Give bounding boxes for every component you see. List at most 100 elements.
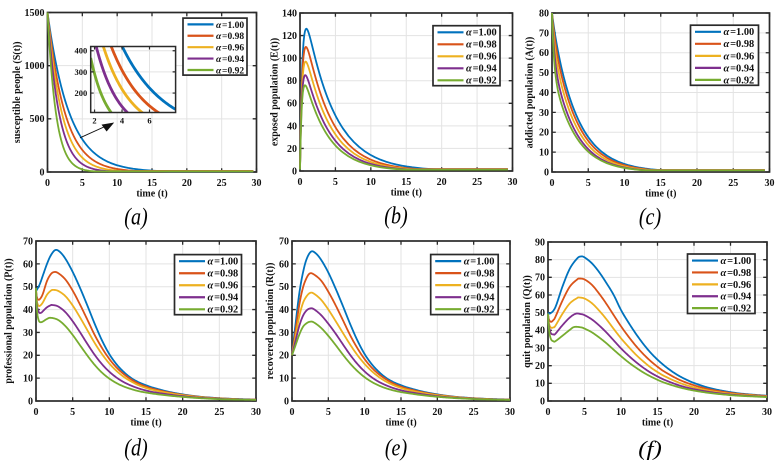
svg-text:60: 60 [287, 99, 297, 110]
svg-text:time (t): time (t) [385, 418, 416, 429]
svg-text:professional population (P(t)): professional population (P(t)) [4, 258, 15, 383]
svg-text:α =0.98: α =0.98 [466, 40, 497, 51]
svg-text:40: 40 [539, 88, 549, 99]
svg-text:30: 30 [762, 407, 772, 418]
svg-text:4: 4 [120, 116, 125, 126]
svg-text:20: 20 [692, 178, 702, 189]
svg-text:α =0.98: α =0.98 [208, 269, 239, 280]
svg-text:time (t): time (t) [391, 188, 422, 199]
svg-text:10: 10 [539, 148, 549, 159]
svg-text:40: 40 [279, 305, 289, 316]
svg-text:80: 80 [539, 8, 549, 19]
svg-text:10: 10 [104, 407, 114, 418]
svg-text:10: 10 [279, 374, 289, 385]
svg-text:50: 50 [535, 308, 545, 319]
svg-text:0: 0 [292, 166, 297, 177]
svg-text:0: 0 [540, 396, 545, 407]
svg-text:susceptible people (S(t)): susceptible people (S(t)) [12, 41, 23, 143]
svg-text:α =0.94: α =0.94 [216, 55, 244, 65]
svg-text:5: 5 [333, 177, 338, 188]
svg-text:5: 5 [582, 407, 587, 418]
svg-text:α =1.00: α =1.00 [724, 27, 755, 38]
svg-text:25: 25 [472, 177, 482, 188]
svg-text:time (t): time (t) [130, 418, 161, 429]
svg-text:quit population (Q(t)): quit population (Q(t)) [522, 275, 533, 368]
svg-text:6: 6 [147, 116, 151, 126]
svg-text:α =0.96: α =0.96 [216, 44, 244, 54]
svg-text:α =0.98: α =0.98 [724, 39, 755, 50]
svg-text:10: 10 [620, 178, 630, 189]
svg-text:400: 400 [74, 46, 87, 56]
svg-text:20: 20 [689, 407, 699, 418]
svg-text:60: 60 [535, 290, 545, 301]
svg-text:15: 15 [141, 407, 151, 418]
svg-text:15: 15 [401, 177, 411, 188]
svg-text:(e): (e) [385, 434, 407, 461]
svg-text:80: 80 [535, 255, 545, 266]
svg-text:α =0.96: α =0.96 [721, 280, 752, 291]
svg-text:α =1.00: α =1.00 [464, 257, 495, 268]
svg-text:α =0.98: α =0.98 [721, 268, 752, 279]
svg-text:30: 30 [251, 407, 261, 418]
svg-text:50: 50 [279, 282, 289, 293]
svg-text:exposed population (E(t)): exposed population (E(t)) [270, 38, 281, 146]
svg-text:20: 20 [535, 361, 545, 372]
svg-text:30: 30 [535, 343, 545, 354]
svg-text:90: 90 [535, 237, 545, 248]
svg-text:time (t): time (t) [645, 189, 676, 200]
svg-text:α =1.00: α =1.00 [208, 257, 239, 268]
svg-text:α =0.94: α =0.94 [721, 292, 752, 303]
svg-text:1000: 1000 [25, 61, 45, 72]
svg-text:0: 0 [546, 407, 551, 418]
svg-text:time (t): time (t) [136, 189, 167, 200]
svg-text:0: 0 [284, 396, 289, 407]
svg-text:200: 200 [74, 88, 87, 98]
svg-text:(b): (b) [384, 202, 407, 229]
svg-text:10: 10 [535, 379, 545, 390]
svg-text:α =0.96: α =0.96 [464, 281, 495, 292]
svg-text:(f): (f) [638, 437, 662, 461]
svg-text:0: 0 [28, 396, 33, 407]
svg-text:10: 10 [366, 177, 376, 188]
svg-text:5: 5 [586, 178, 591, 189]
svg-text:α =0.94: α =0.94 [208, 293, 239, 304]
svg-text:α =0.94: α =0.94 [464, 293, 495, 304]
svg-text:30: 30 [508, 177, 518, 188]
svg-text:30: 30 [23, 328, 33, 339]
svg-text:15: 15 [147, 178, 157, 189]
svg-text:time (t): time (t) [642, 418, 673, 429]
svg-text:30: 30 [279, 328, 289, 339]
svg-text:25: 25 [217, 178, 227, 189]
svg-text:20: 20 [432, 407, 442, 418]
svg-text:20: 20 [23, 351, 33, 362]
svg-text:25: 25 [728, 178, 738, 189]
svg-text:120: 120 [282, 31, 297, 42]
svg-text:70: 70 [535, 273, 545, 284]
svg-text:(c): (c) [639, 203, 661, 230]
svg-text:α =0.96: α =0.96 [724, 51, 755, 62]
svg-text:α =0.94: α =0.94 [724, 63, 755, 74]
svg-text:140: 140 [282, 8, 297, 19]
svg-text:10: 10 [23, 374, 33, 385]
svg-text:α =1.00: α =1.00 [466, 28, 497, 39]
svg-text:α =1.00: α =1.00 [216, 21, 244, 31]
svg-text:60: 60 [539, 48, 549, 59]
svg-text:20: 20 [539, 128, 549, 139]
svg-text:α =0.92: α =0.92 [721, 304, 752, 315]
svg-text:0: 0 [34, 407, 39, 418]
svg-text:10: 10 [616, 407, 626, 418]
svg-text:80: 80 [287, 76, 297, 87]
svg-text:10: 10 [360, 407, 370, 418]
svg-text:0: 0 [544, 167, 549, 178]
svg-text:15: 15 [396, 407, 406, 418]
svg-text:30: 30 [505, 407, 515, 418]
svg-text:0: 0 [45, 178, 50, 189]
svg-text:20: 20 [437, 177, 447, 188]
svg-text:α =0.98: α =0.98 [464, 269, 495, 280]
svg-text:25: 25 [214, 407, 224, 418]
svg-text:20: 20 [279, 351, 289, 362]
svg-text:α =0.98: α =0.98 [216, 32, 244, 42]
svg-text:α =0.94: α =0.94 [466, 64, 497, 75]
svg-text:50: 50 [23, 282, 33, 293]
svg-text:100: 100 [282, 54, 297, 65]
